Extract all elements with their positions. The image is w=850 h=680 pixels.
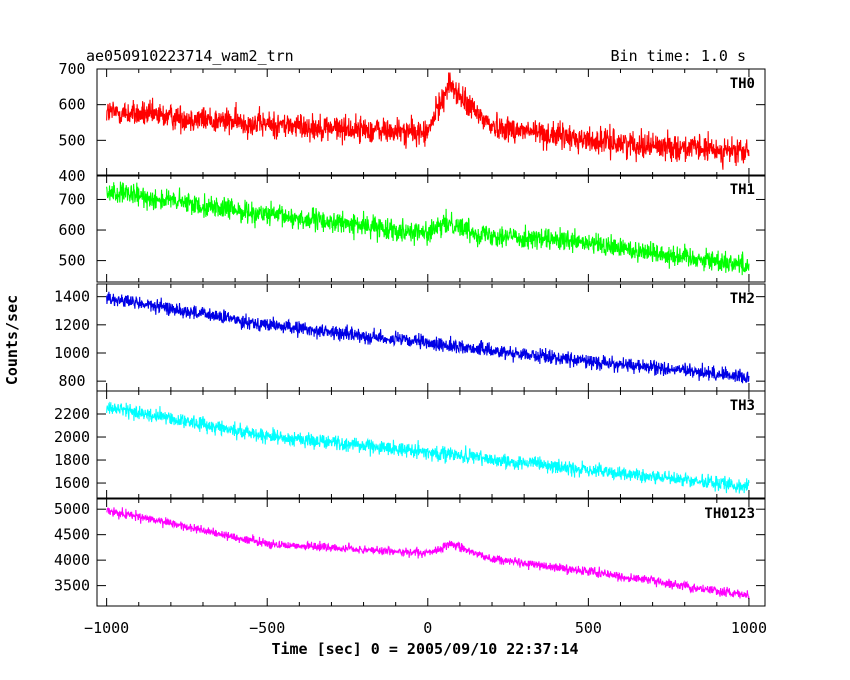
x-axis-label: Time [sec] 0 = 2005/09/10 22:37:14 <box>271 640 578 658</box>
panel-th0123: 3500 4000 4500 5000 TH0123 <box>54 498 766 607</box>
panel-frame <box>96 283 766 392</box>
panel-label: TH0 <box>730 76 755 92</box>
y-tick-label: 700 <box>58 190 85 208</box>
y-tick-label: 500 <box>58 252 85 270</box>
panel-frame <box>96 174 766 283</box>
y-tick-label: 5000 <box>54 500 90 518</box>
series-line-th0 <box>106 72 750 170</box>
series-line-th1 <box>106 181 750 276</box>
series-line-th0123 <box>106 507 750 599</box>
y-tick-label: 1200 <box>54 316 90 334</box>
panel-frame <box>96 68 766 177</box>
panels: 400 500 600 700 TH0 500 600 700 TH1 800 1000 1200 14… <box>54 60 767 637</box>
panel-th0: 400 500 600 700 TH0 <box>58 60 766 185</box>
x-tick-label: 0 <box>423 619 432 637</box>
y-tick-label: 600 <box>58 96 85 114</box>
y-tick-label: 1000 <box>54 344 90 362</box>
x-tick-label: −500 <box>249 619 285 637</box>
y-tick-label: 4000 <box>54 551 90 569</box>
y-tick-label: 2000 <box>54 428 90 446</box>
y-tick-label: 500 <box>58 131 85 149</box>
panel-frame <box>96 498 766 607</box>
y-tick-label: 2200 <box>54 405 90 423</box>
panel-label: TH0123 <box>704 506 755 522</box>
y-tick-label: 4500 <box>54 526 90 544</box>
panel-label: TH3 <box>730 398 755 414</box>
y-tick-label: 1600 <box>54 474 90 492</box>
chart-title: ae050910223714_wam2_trn <box>86 47 294 65</box>
y-tick-label: 1400 <box>54 288 90 306</box>
series-line-th3 <box>106 401 750 494</box>
y-tick-label: 700 <box>58 60 85 78</box>
panel-th1: 500 600 700 TH1 <box>58 174 766 283</box>
y-tick-label: 3500 <box>54 577 90 595</box>
panel-label: TH2 <box>730 291 755 307</box>
panel-th2: 800 1000 1200 1400 TH2 <box>54 283 766 392</box>
bin-time-label: Bin time: 1.0 s <box>611 47 746 65</box>
panel-label: TH1 <box>730 182 755 198</box>
y-tick-label: 600 <box>58 221 85 239</box>
y-tick-label: 400 <box>58 167 85 185</box>
y-tick-label: 800 <box>58 372 85 390</box>
x-tick-label: 1000 <box>731 619 767 637</box>
x-tick-label: 500 <box>575 619 602 637</box>
series-line-th2 <box>106 291 750 384</box>
x-tick-label: −1000 <box>84 619 129 637</box>
y-axis-label: Counts/sec <box>3 295 21 385</box>
x-tick-labels: −1000 −500 0 500 1000 <box>84 619 767 637</box>
panel-th3: 1600 1800 2000 2200 TH3 <box>54 390 766 499</box>
panel-frame <box>96 390 766 499</box>
y-tick-label: 1800 <box>54 451 90 469</box>
